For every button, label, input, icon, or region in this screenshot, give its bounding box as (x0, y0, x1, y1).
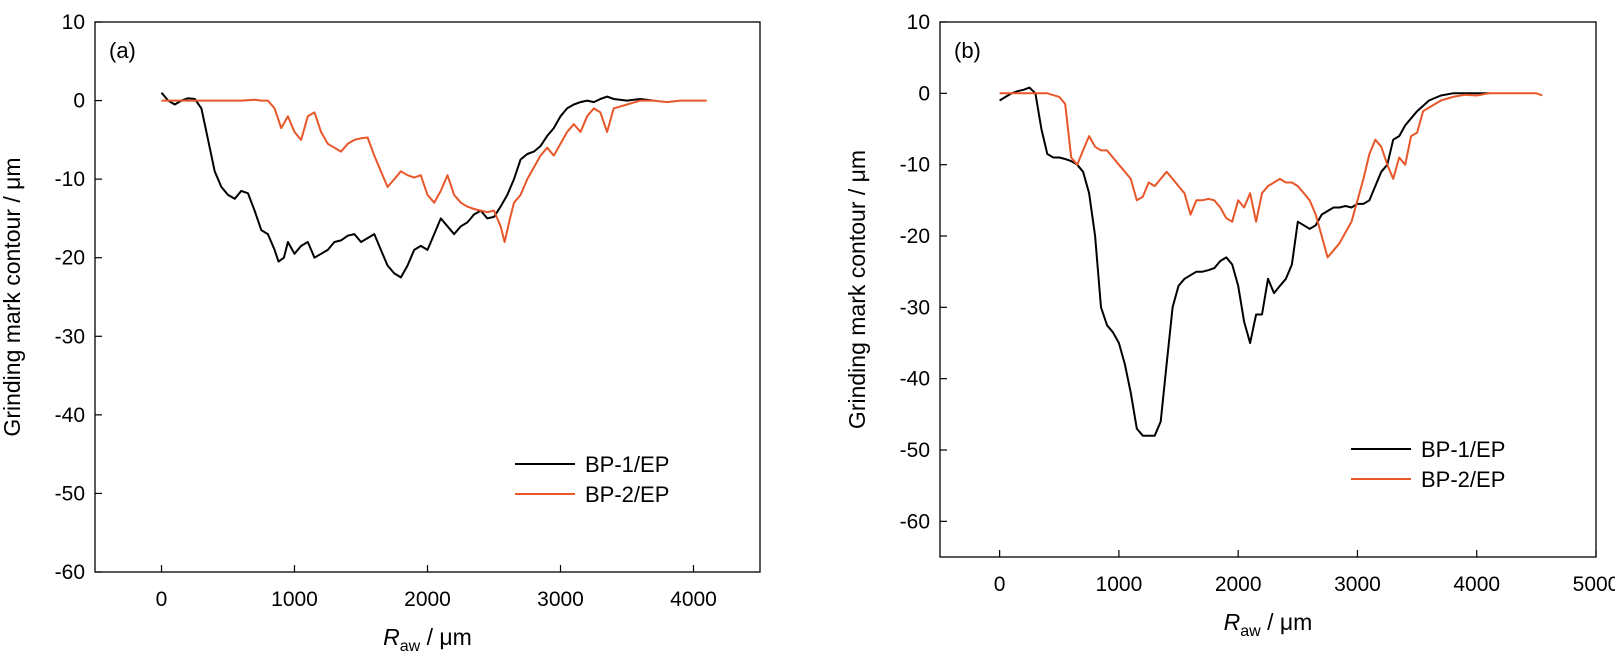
series-line-bp-1-ep (999, 86, 1489, 437)
series-line-bp-2-ep (161, 98, 707, 243)
x-axis-label-symbol: R (383, 624, 400, 650)
plot-frame (939, 21, 1597, 558)
x-axis-label-subscript: aw (400, 638, 421, 655)
panel-label: (b) (954, 38, 981, 63)
y-tick-label: 10 (62, 11, 85, 34)
chart-panel-a: 0 1000 2000 3000 4000 10 0 -10 -20 -30 -40 -50 -60 (a… (0, 11, 761, 655)
y-tick-label: -60 (55, 561, 85, 584)
y-tick-label: -50 (55, 482, 85, 505)
legend-label: BP-2/EP (1421, 467, 1505, 492)
x-tick-label: 0 (156, 588, 168, 611)
x-tick-label: 2000 (1215, 573, 1262, 596)
y-tick-label: -30 (55, 325, 85, 348)
series-line-bp-2-ep (999, 92, 1543, 259)
y-tick-label: -60 (900, 510, 930, 533)
x-tick-label: 3000 (1334, 573, 1381, 596)
legend-label: BP-1/EP (585, 452, 669, 477)
x-tick-label: 1000 (1096, 573, 1143, 596)
x-tick-label: 4000 (670, 588, 717, 611)
y-tick-label: -10 (900, 154, 930, 177)
y-tick-label: -20 (900, 225, 930, 248)
x-tick-label: 4000 (1453, 573, 1500, 596)
y-axis-label: Grinding mark contour / μm (0, 157, 25, 436)
y-tick-label: -20 (55, 247, 85, 270)
x-axis-label: Raw / μm (383, 624, 472, 655)
x-axis-label-subscript: aw (1240, 623, 1261, 640)
y-tick-label: -10 (55, 168, 85, 191)
legend-label: BP-1/EP (1421, 437, 1505, 462)
x-axis-label: Raw / μm (1224, 609, 1313, 640)
x-axis-label-unit: / μm (420, 624, 472, 650)
x-axis-label-symbol: R (1224, 609, 1241, 635)
y-tick-label: 10 (907, 11, 930, 34)
y-tick-label: -40 (900, 368, 930, 391)
x-tick-label: 0 (994, 573, 1006, 596)
chart-panel-b: 0 1000 2000 3000 4000 5000 10 0 -10 -20 -30 -40 -50 -… (844, 11, 1615, 640)
legend-label: BP-2/EP (585, 482, 669, 507)
y-axis-label: Grinding mark contour / μm (844, 150, 870, 429)
series-line-bp-1-ep (160, 92, 654, 279)
y-tick-label: -30 (900, 296, 930, 319)
x-tick-label: 3000 (537, 588, 584, 611)
x-tick-label: 1000 (271, 588, 318, 611)
x-axis-label-unit: / μm (1261, 609, 1313, 635)
x-tick-label: 5000 (1573, 573, 1615, 596)
x-tick-label: 2000 (404, 588, 451, 611)
y-tick-label: 0 (918, 82, 930, 105)
y-tick-label: -40 (55, 404, 85, 427)
y-tick-label: 0 (73, 90, 85, 113)
y-tick-label: -50 (900, 439, 930, 462)
panel-label: (a) (109, 38, 136, 63)
